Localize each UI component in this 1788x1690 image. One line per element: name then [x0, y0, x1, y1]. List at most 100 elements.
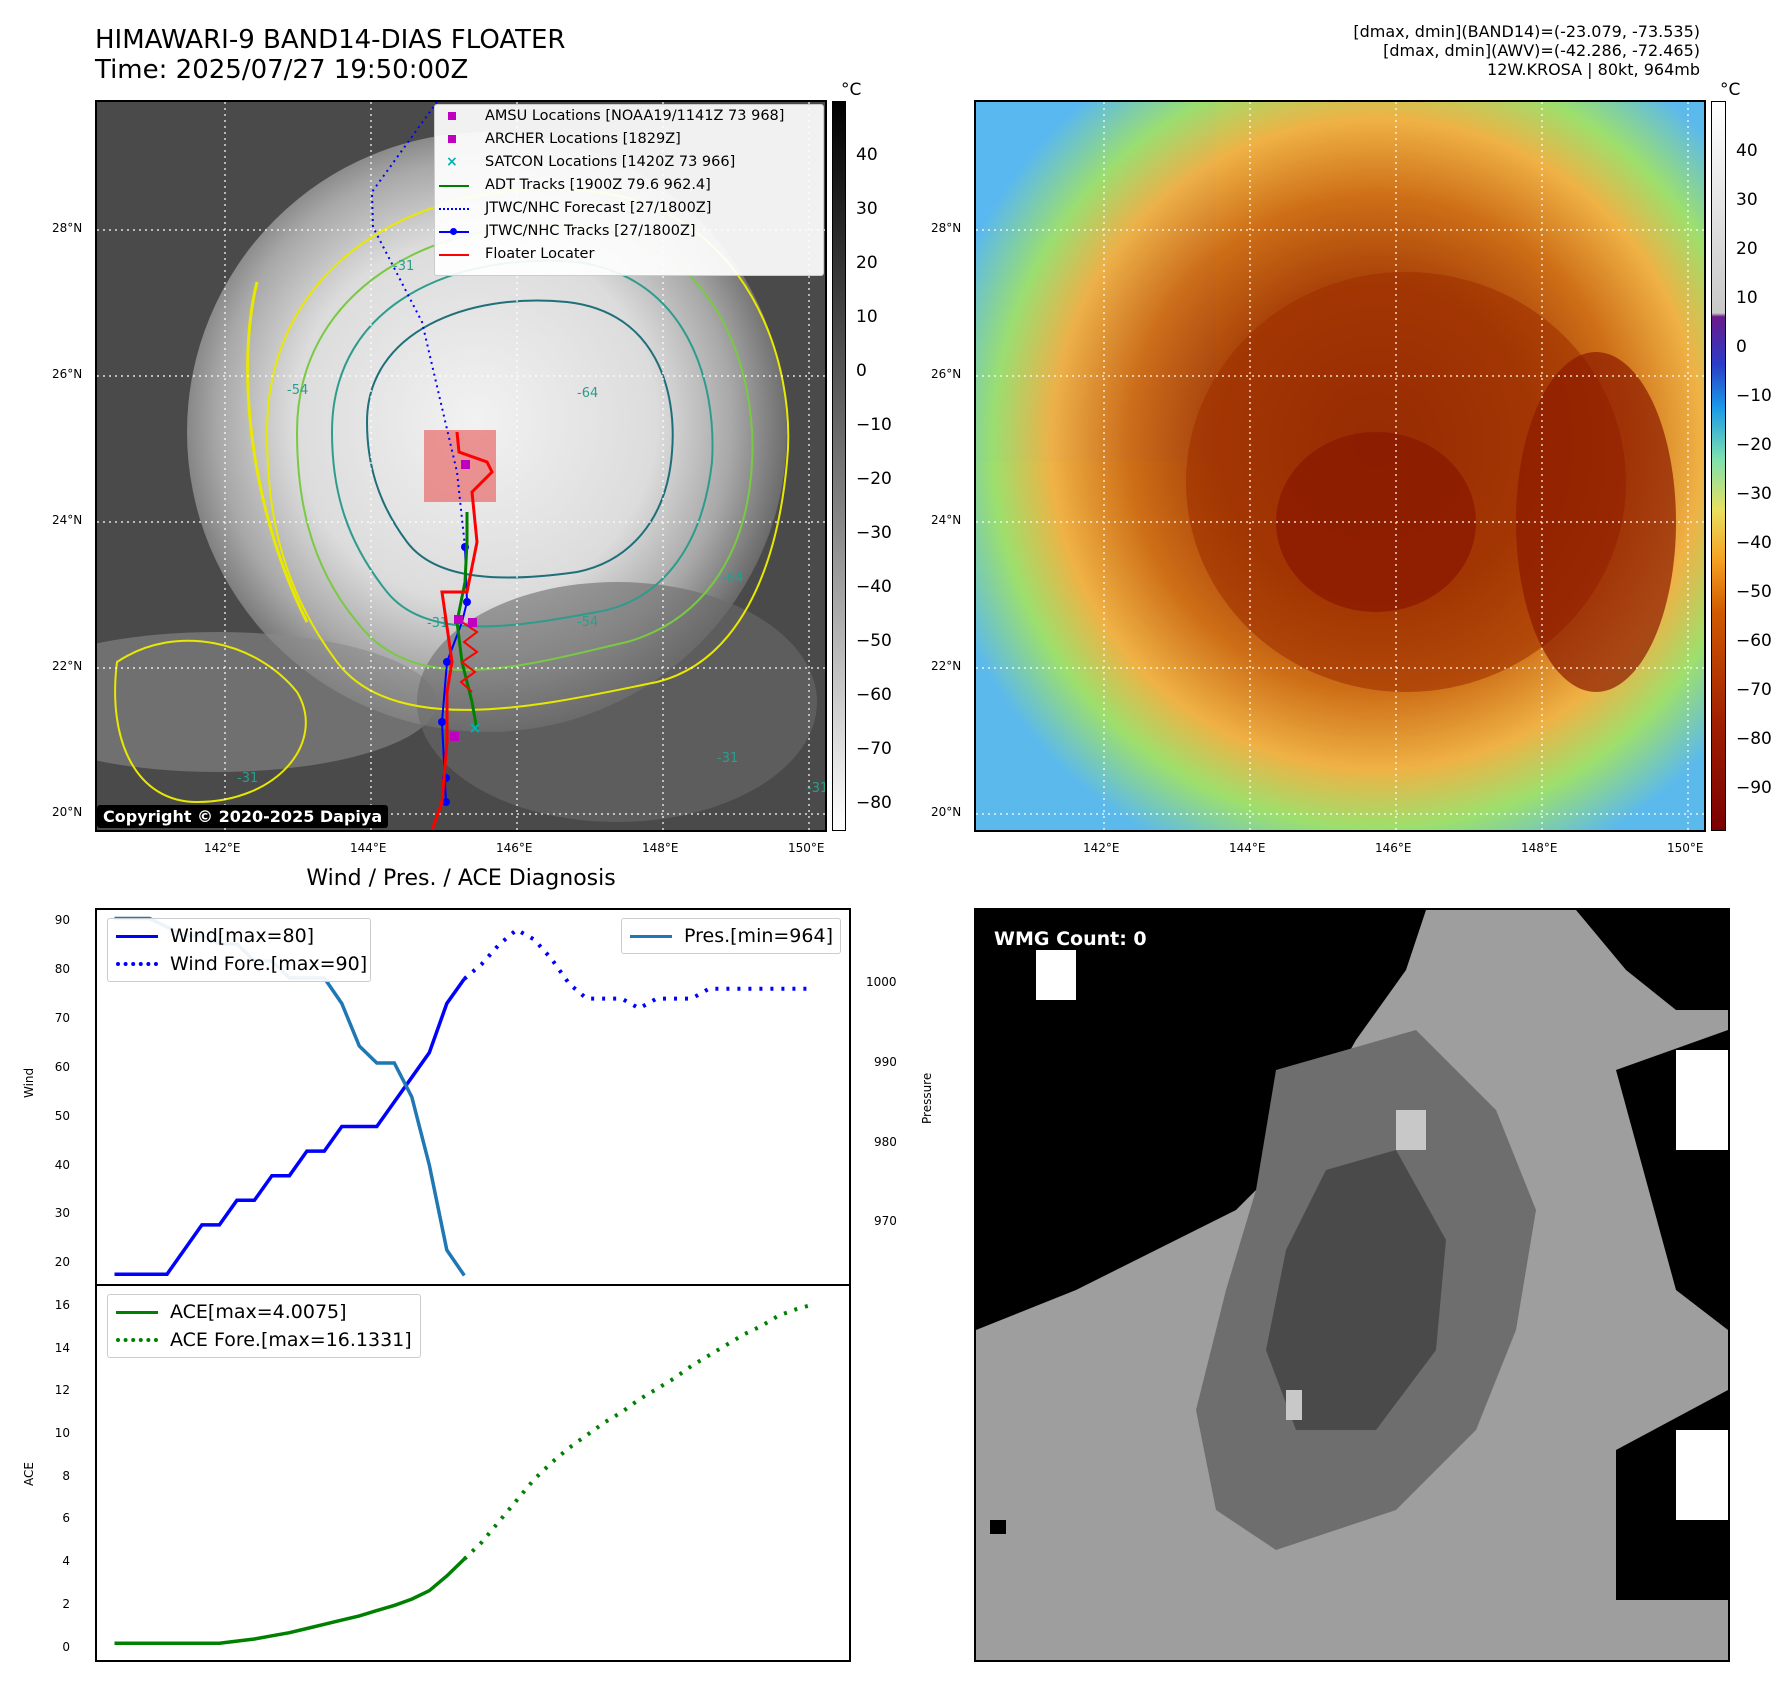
colorbar-tick: −90	[1736, 778, 1772, 798]
lon-label: 148°E	[642, 841, 679, 855]
green-line-icon	[116, 1311, 158, 1314]
ace-chart[interactable]: ACE[max=4.0075] ACE Fore.[max=16.1331]	[95, 1284, 851, 1662]
legend-label: JTWC/NHC Forecast [27/1800Z]	[485, 200, 712, 216]
legend-item-wind: Wind[max=80]	[108, 922, 370, 950]
wind-tick: 40	[54, 1158, 70, 1172]
colorbar-tick: 40	[1736, 141, 1758, 161]
dot-icon	[450, 228, 457, 235]
wind-tick: 30	[54, 1206, 70, 1220]
legend-item-forecast: JTWC/NHC Forecast [27/1800Z]	[435, 197, 823, 220]
colorbar-tick: −40	[1736, 533, 1772, 553]
contour-label: -31	[717, 751, 738, 766]
ace-tick: 4	[62, 1554, 70, 1568]
amsu-archer-markers	[450, 460, 477, 741]
legend-item-ace: ACE[max=4.0075]	[108, 1298, 420, 1326]
colorbar-tick: 10	[856, 307, 878, 327]
dotted-line-icon	[116, 1338, 158, 1342]
lat-label: 26°N	[52, 367, 83, 381]
awv-map-image	[976, 102, 1704, 830]
colorbar-tick: −60	[856, 685, 892, 705]
legend-label: JTWC/NHC Tracks [27/1800Z]	[485, 223, 696, 239]
legend-label: ACE Fore.[max=16.1331]	[170, 1329, 412, 1351]
wmg-image	[976, 910, 1728, 1660]
legend-label: ACE[max=4.0075]	[170, 1301, 347, 1323]
pressure-tick: 970	[874, 1214, 897, 1228]
figure-title-line2: Time: 2025/07/27 19:50:00Z	[95, 55, 469, 85]
wind-forecast-line	[463, 927, 814, 1011]
lon-label: 144°E	[1229, 841, 1266, 855]
legend-label: SATCON Locations [1420Z 73 966]	[485, 154, 736, 170]
wmg-panel[interactable]: WMG Count: 0	[974, 908, 1730, 1662]
diagnosis-title: Wind / Pres. / ACE Diagnosis	[306, 866, 616, 891]
ace-legend: ACE[max=4.0075] ACE Fore.[max=16.1331]	[107, 1294, 421, 1358]
colorbar-tick: −70	[1736, 680, 1772, 700]
contour-label: -31	[427, 616, 448, 631]
left-colorbar-unit: °C	[841, 80, 862, 100]
colorbar-tick: −20	[1736, 435, 1772, 455]
lon-label: 144°E	[350, 841, 387, 855]
contour-label: -31	[393, 259, 414, 274]
magenta-square-icon	[448, 112, 456, 120]
contour-labels: -31 -54 -64 -31 -54 -64 -31 -31 -31	[237, 259, 825, 796]
awv-map-panel[interactable]	[974, 100, 1706, 832]
lon-label: 142°E	[204, 841, 241, 855]
storm-info-line1: [dmax, dmin](BAND14)=(-23.079, -73.535)	[1353, 22, 1700, 41]
steelblue-line-icon	[630, 935, 672, 938]
contour-label: -54	[577, 615, 598, 630]
dotted-line-icon	[116, 962, 158, 966]
ir-map-panel[interactable]: -31 -54 -64 -31 -54 -64 -31 -31 -31	[95, 100, 827, 832]
wind-tick: 20	[54, 1255, 70, 1269]
figure-title: HIMAWARI-9 BAND14-DIAS FLOATER Time: 202…	[95, 25, 565, 85]
wind-tick: 80	[54, 962, 70, 976]
awv-map-gridlines	[976, 102, 1704, 830]
legend-item-pressure: Pres.[min=964]	[622, 922, 840, 950]
colorbar-tick: −20	[856, 469, 892, 489]
wmg-count-label: WMG Count: 0	[994, 928, 1147, 950]
lat-label: 22°N	[52, 659, 83, 673]
contour-label: -64	[577, 386, 598, 401]
contour-label: -64	[722, 571, 743, 586]
storm-info-line2: [dmax, dmin](AWV)=(-42.286, -72.465)	[1383, 41, 1700, 60]
copyright-badge: Copyright © 2020-2025 Dapiya	[97, 805, 389, 828]
storm-info-line3: 12W.KROSA | 80kt, 964mb	[1487, 60, 1700, 79]
colorbar-tick: −80	[856, 793, 892, 813]
lon-label: 150°E	[788, 841, 825, 855]
lat-label: 22°N	[931, 659, 962, 673]
legend-label: Wind[max=80]	[170, 925, 315, 947]
ace-tick: 6	[62, 1511, 70, 1525]
ace-tick: 0	[62, 1640, 70, 1654]
colorbar-tick: 0	[1736, 337, 1747, 357]
red-line-icon	[439, 254, 469, 256]
dotted-line-icon	[439, 208, 469, 210]
legend-item-floater: Floater Locater	[435, 243, 823, 266]
colorbar-tick: −70	[856, 739, 892, 759]
pressure-tick: 1000	[866, 975, 897, 989]
contour-label: -31	[237, 771, 258, 786]
pressure-tick: 980	[874, 1135, 897, 1149]
lat-label: 20°N	[931, 805, 962, 819]
legend-item-adt: ADT Tracks [1900Z 79.6 962.4]	[435, 174, 823, 197]
lon-label: 150°E	[1667, 841, 1704, 855]
legend-label: Floater Locater	[485, 246, 595, 262]
colorbar-tick: −10	[1736, 386, 1772, 406]
lon-label: 148°E	[1521, 841, 1558, 855]
legend-item-ace-forecast: ACE Fore.[max=16.1331]	[108, 1326, 420, 1354]
ace-tick: 14	[54, 1341, 70, 1355]
green-line-icon	[439, 185, 469, 187]
ace-tick: 8	[62, 1469, 70, 1483]
wind-pressure-chart[interactable]: Wind[max=80] Wind Fore.[max=90] Pres.[mi…	[95, 908, 851, 1286]
colorbar-tick: 30	[856, 199, 878, 219]
ace-tick: 10	[54, 1426, 70, 1440]
legend-label: Pres.[min=964]	[684, 925, 833, 947]
lat-label: 24°N	[52, 513, 83, 527]
satcon-markers	[470, 723, 480, 733]
legend-item-wind-forecast: Wind Fore.[max=90]	[108, 950, 370, 978]
pressure-axis-label: Pressure	[920, 1072, 934, 1124]
lat-label: 20°N	[52, 805, 83, 819]
legend-item-archer: ARCHER Locations [1829Z]	[435, 128, 823, 151]
colorbar-tick: 20	[856, 253, 878, 273]
colorbar-tick: 0	[856, 361, 867, 381]
storm-info: [dmax, dmin](BAND14)=(-23.079, -73.535) …	[1353, 22, 1700, 79]
ace-tick: 2	[62, 1597, 70, 1611]
contour-label: -54	[287, 383, 308, 398]
